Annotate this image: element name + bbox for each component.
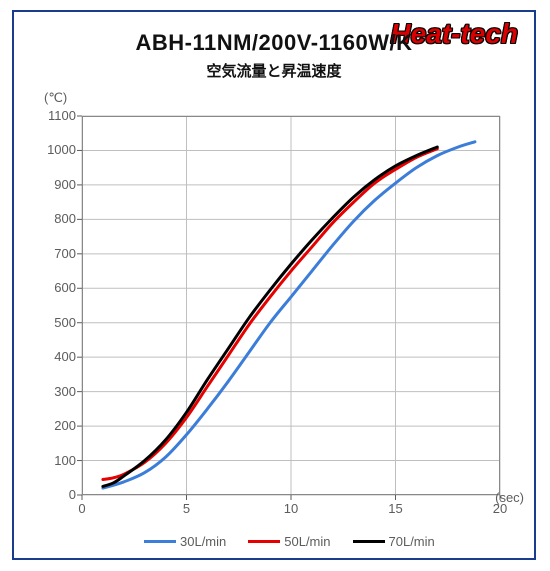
y-tick-label: 800 (40, 211, 76, 226)
x-tick-label: 0 (72, 501, 92, 516)
legend-label: 70L/min (389, 534, 435, 549)
series-50L/min (103, 149, 437, 480)
y-tick-label: 200 (40, 418, 76, 433)
y-tick-label: 1000 (40, 142, 76, 157)
chart-subtitle: 空気流量と昇温速度 (14, 60, 534, 81)
legend-label: 50L/min (284, 534, 330, 549)
y-tick-label: 600 (40, 280, 76, 295)
x-tick-label: 5 (177, 501, 197, 516)
y-tick-label: 400 (40, 349, 76, 364)
legend-swatch (248, 540, 280, 543)
y-tick-label: 0 (40, 487, 76, 502)
x-tick-label: 10 (281, 501, 301, 516)
chart-frame: Heat-tech ABH-11NM/200V-1160W/K 空気流量と昇温速… (12, 10, 536, 560)
legend-item: 50L/min (248, 534, 330, 549)
y-tick-label: 900 (40, 177, 76, 192)
y-tick-label: 500 (40, 315, 76, 330)
chart-legend: 30L/min 50L/min 70L/min (144, 534, 435, 549)
chart-plot-area (82, 116, 500, 495)
series-30L/min (103, 142, 475, 488)
legend-item: 70L/min (353, 534, 435, 549)
legend-swatch (353, 540, 385, 543)
chart-title: ABH-11NM/200V-1160W/K (14, 30, 534, 56)
y-tick-label: 700 (40, 246, 76, 261)
y-tick-label: 1100 (40, 108, 76, 123)
legend-swatch (144, 540, 176, 543)
legend-label: 30L/min (180, 534, 226, 549)
x-tick-label: 15 (386, 501, 406, 516)
y-axis-unit: (℃) (44, 90, 67, 106)
y-tick-label: 300 (40, 384, 76, 399)
legend-item: 30L/min (144, 534, 226, 549)
x-axis-unit: (sec) (495, 490, 524, 505)
y-tick-label: 100 (40, 453, 76, 468)
series-70L/min (103, 147, 437, 486)
